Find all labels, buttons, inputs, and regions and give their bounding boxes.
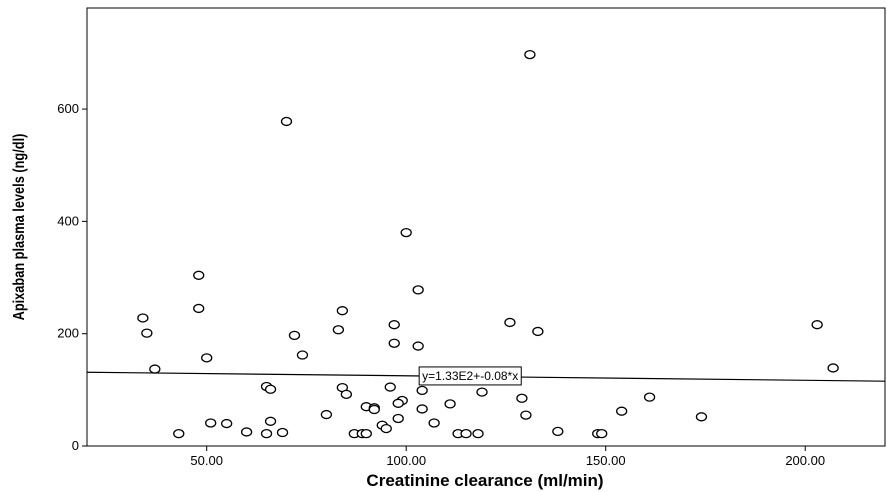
x-tick-label: 200.00 xyxy=(785,453,825,468)
data-point xyxy=(220,418,233,429)
data-point xyxy=(827,363,839,373)
data-point xyxy=(811,320,823,330)
y-tick-label: 400 xyxy=(57,213,79,228)
data-point xyxy=(332,325,345,335)
data-point xyxy=(276,427,289,438)
y-axis-title: Apixaban plasma levels (ng/dl) xyxy=(11,133,29,320)
data-point xyxy=(552,426,564,437)
data-point xyxy=(384,382,396,392)
data-point xyxy=(392,398,404,408)
data-point xyxy=(476,387,488,397)
data-point xyxy=(193,270,205,280)
data-point xyxy=(380,423,392,434)
data-point xyxy=(516,393,528,403)
data-point xyxy=(472,428,484,439)
data-point xyxy=(616,406,628,416)
data-point xyxy=(412,341,424,351)
data-point xyxy=(416,385,428,396)
data-point xyxy=(288,330,301,341)
data-point xyxy=(416,404,428,414)
x-tick-label: 100.00 xyxy=(386,453,426,468)
data-point xyxy=(240,427,253,437)
regression-equation-box: y=1.33E2+-0.08*x xyxy=(418,366,522,386)
data-point xyxy=(388,320,400,330)
data-point xyxy=(201,353,213,363)
data-point xyxy=(149,364,161,374)
y-axis: 0 200 400 600 xyxy=(57,101,87,453)
x-tick-label: 50.00 xyxy=(190,453,223,468)
x-axis: 50.00 100.00 150.00 200.00 xyxy=(190,446,825,468)
data-point xyxy=(532,326,544,337)
data-point xyxy=(400,227,412,238)
data-point xyxy=(524,49,536,60)
data-point xyxy=(504,317,516,328)
data-point xyxy=(173,428,185,439)
data-point xyxy=(444,399,456,409)
data-point xyxy=(392,413,404,424)
data-point xyxy=(264,384,277,394)
data-point xyxy=(260,428,273,439)
data-point xyxy=(360,428,372,439)
data-point xyxy=(141,328,153,338)
x-axis-title: Creatinine clearance (ml/min) xyxy=(366,471,603,490)
y-tick-label: 200 xyxy=(57,326,79,341)
regression-equation-frame xyxy=(418,366,522,386)
data-point xyxy=(428,418,440,428)
data-point xyxy=(412,285,424,295)
data-point xyxy=(336,306,349,316)
data-point xyxy=(264,416,277,426)
data-point xyxy=(460,428,472,439)
data-point xyxy=(596,428,608,439)
data-point xyxy=(137,313,149,323)
data-point xyxy=(193,303,205,314)
data-point xyxy=(520,410,532,420)
data-point xyxy=(695,412,708,422)
y-tick-label: 0 xyxy=(72,438,79,453)
data-point xyxy=(388,338,400,348)
regression-equation-label: y=1.33E2+-0.08*x xyxy=(422,369,518,383)
x-tick-label: 150.00 xyxy=(586,453,626,468)
data-point xyxy=(340,389,353,399)
y-tick-label: 600 xyxy=(57,101,79,116)
plot-area-frame xyxy=(86,7,886,447)
data-point xyxy=(296,350,309,360)
data-point xyxy=(368,404,380,415)
data-point xyxy=(320,409,333,420)
data-points xyxy=(137,49,839,439)
data-point xyxy=(280,116,293,127)
data-point xyxy=(643,392,656,402)
data-point xyxy=(205,418,217,428)
